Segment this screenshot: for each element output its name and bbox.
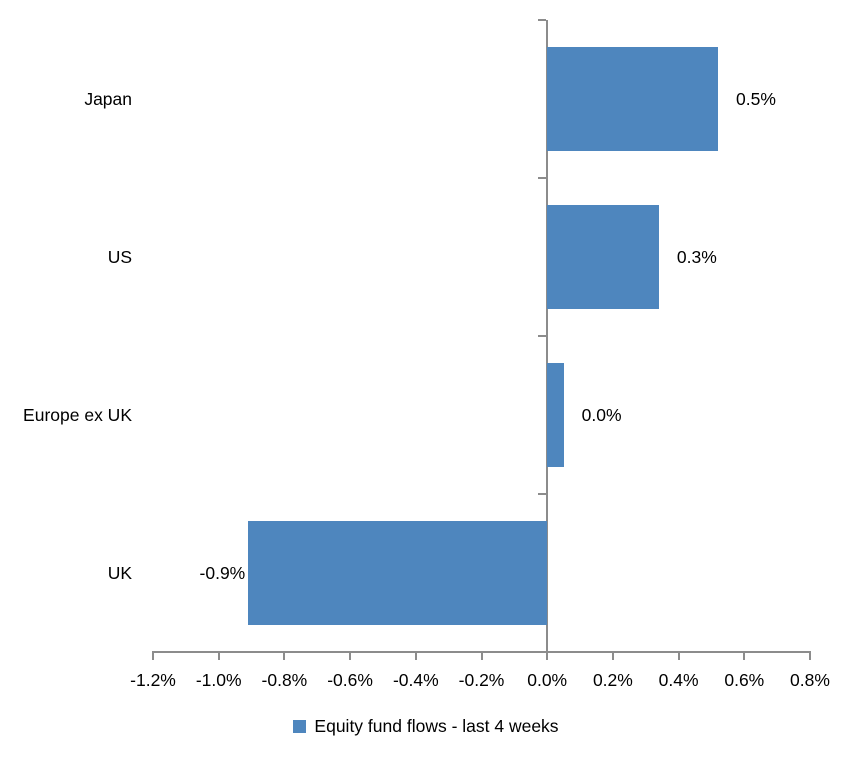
x-axis-tick: [546, 652, 549, 660]
category-label: UK: [107, 563, 132, 583]
legend: Equity fund flows - last 4 weeks: [0, 713, 852, 739]
bar: [248, 521, 548, 625]
x-axis-tick: [677, 652, 680, 660]
bar: [547, 205, 659, 309]
x-axis-tick: [349, 652, 352, 660]
x-axis-tick-label: 0.8%: [790, 670, 830, 690]
x-axis-tick: [217, 652, 220, 660]
category-label: Japan: [84, 89, 132, 109]
x-axis-tick: [414, 652, 417, 660]
x-axis-tick-label: -0.8%: [261, 670, 308, 690]
x-axis-tick: [809, 652, 811, 660]
x-axis-tick-label: -0.2%: [458, 670, 505, 690]
bar-value-label: 0.0%: [581, 405, 622, 425]
legend-marker-icon: [293, 719, 307, 733]
bar-value-label: 0.3%: [676, 247, 717, 267]
bar: [547, 47, 718, 151]
legend-label: Equity fund flows - last 4 weeks: [314, 716, 559, 736]
y-axis-tick: [538, 19, 547, 21]
x-axis-tick: [283, 652, 286, 660]
x-axis-tick-label: -0.4%: [392, 670, 439, 690]
category-label: Europe ex UK: [23, 405, 132, 425]
x-axis-tick: [611, 652, 614, 660]
x-axis-tick-label: 0.6%: [724, 670, 765, 690]
x-axis-tick: [480, 652, 483, 660]
x-axis-tick-label: -1.2%: [130, 670, 176, 690]
x-axis-tick-label: -0.6%: [327, 670, 373, 690]
y-axis-tick: [538, 493, 547, 495]
category-label: US: [107, 247, 132, 267]
x-axis-tick-label: 0.0%: [527, 670, 568, 690]
y-axis-tick: [538, 335, 547, 337]
x-axis-tick-label: -1.0%: [195, 670, 242, 690]
y-axis-tick: [538, 177, 547, 179]
bar: [547, 363, 564, 467]
x-axis-tick: [152, 652, 154, 660]
y-axis-line: [546, 20, 549, 652]
bar-value-label: 0.5%: [736, 89, 776, 109]
x-axis-tick-label: 0.2%: [592, 670, 633, 690]
bar-value-label: -0.9%: [199, 563, 246, 583]
x-axis-tick: [743, 652, 746, 660]
x-axis-tick-label: 0.4%: [658, 670, 699, 690]
